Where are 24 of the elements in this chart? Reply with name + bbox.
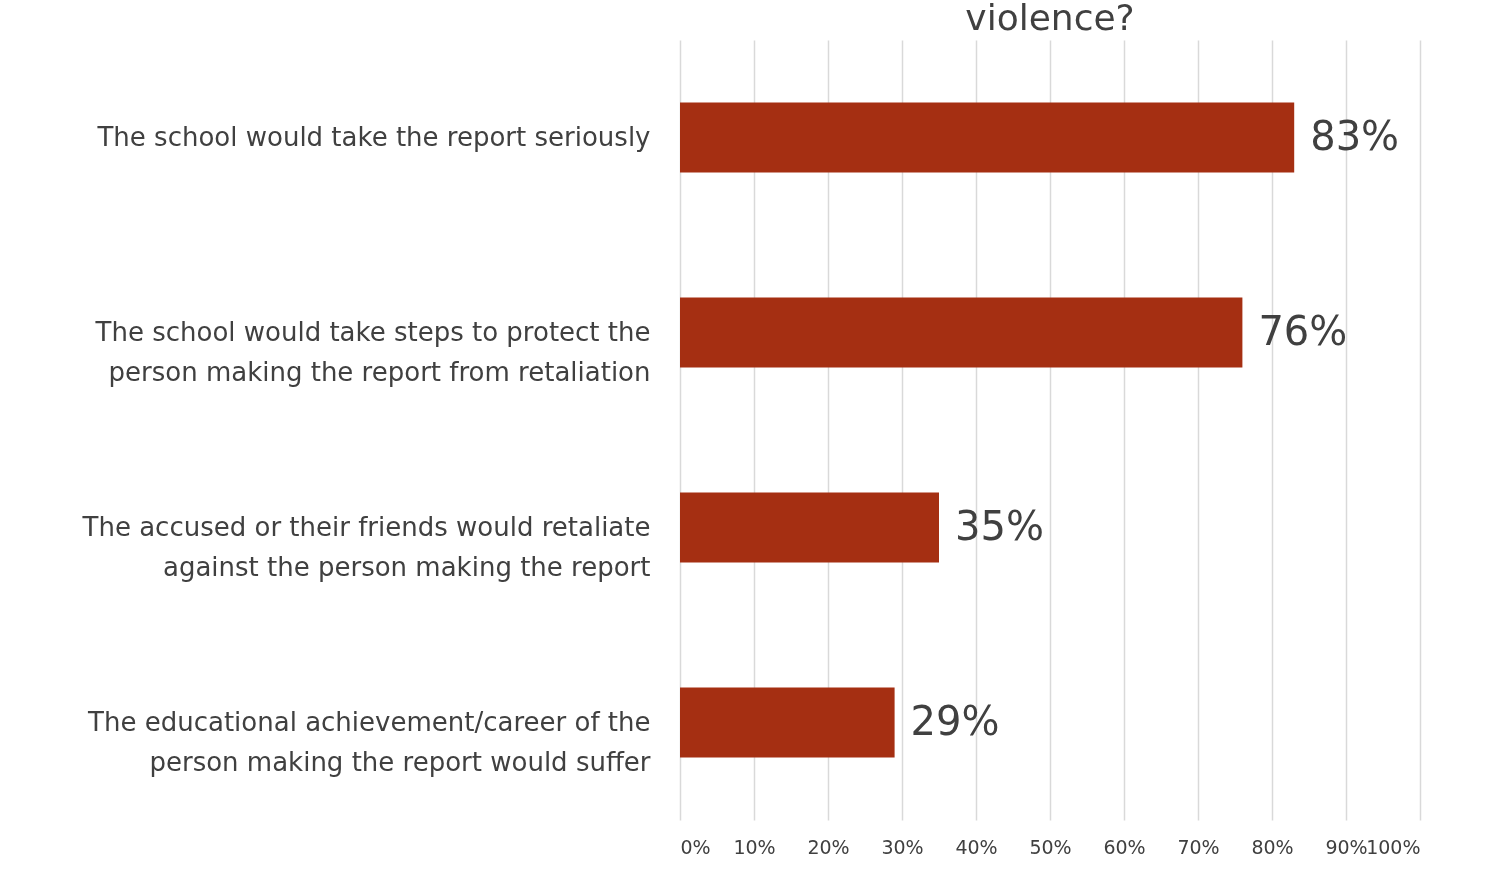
x-tick-label: 100%: [1366, 835, 1421, 858]
x-tick-label: 90%: [1325, 835, 1368, 858]
x-tick-label: 20%: [807, 835, 850, 858]
x-tick-label: 80%: [1251, 835, 1294, 858]
y-tick-label: The educational achievement/career of the person making the report would suffer: [87, 706, 651, 777]
data-label: 83%: [1310, 112, 1400, 159]
x-tick-label: 70%: [1177, 835, 1220, 858]
x-tick-label: 10%: [733, 835, 776, 858]
y-tick-label: The accused or their friends would retaliate against the person making the report: [81, 511, 651, 582]
data-label: 76%: [1258, 307, 1348, 354]
x-tick-label: 0%: [680, 835, 711, 858]
bar: [680, 492, 939, 563]
x-tick-label: 40%: [955, 835, 998, 858]
x-tick-label: 30%: [881, 835, 924, 858]
x-tick-label: 60%: [1103, 835, 1146, 858]
x-tick-label: 50%: [1029, 835, 1072, 858]
y-tick-label: The school would take the report seriously: [96, 121, 651, 152]
chart-title: violence?: [965, 0, 1135, 38]
bar: [680, 102, 1295, 173]
y-tick-label: The school would take steps to protect the person making the report from retaliation: [94, 316, 651, 387]
bar: [680, 297, 1243, 368]
bar: [680, 687, 895, 758]
data-label: 29%: [910, 697, 1000, 744]
data-label: 35%: [955, 502, 1044, 549]
